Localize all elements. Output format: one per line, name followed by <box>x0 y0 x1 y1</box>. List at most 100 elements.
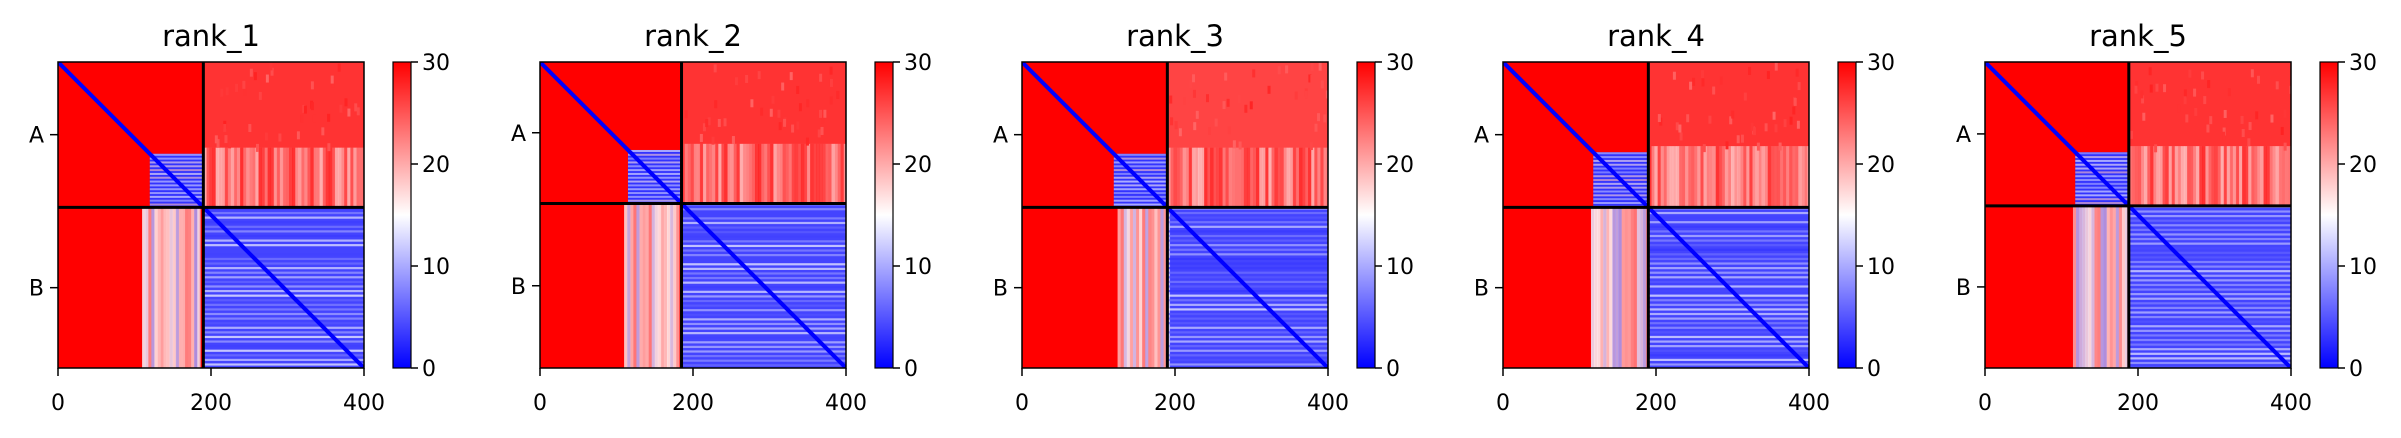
heat-cell <box>2075 194 2129 197</box>
heat-cell <box>206 147 210 208</box>
heat-cell <box>806 143 811 204</box>
panel-title: rank_5 <box>2089 19 2187 53</box>
heat-cell <box>836 90 840 99</box>
heat-cell <box>1648 248 1809 251</box>
heat-cell <box>2223 146 2228 206</box>
heat-cell <box>2128 320 2291 323</box>
heat-cell <box>328 147 333 208</box>
heat-cell <box>727 143 731 204</box>
x-tick-label: 0 <box>1015 391 1029 416</box>
heat-cell <box>666 203 671 368</box>
x-tick-label: 400 <box>343 391 385 416</box>
heat-cell <box>829 96 833 105</box>
heat-cell <box>2226 146 2231 206</box>
heat-cell <box>1750 122 1754 131</box>
heat-cell <box>1301 147 1306 208</box>
heat-cell <box>2263 146 2267 206</box>
heat-cell <box>627 165 682 168</box>
heat-cell <box>203 271 364 274</box>
heat-cell <box>821 115 825 124</box>
heat-cell <box>282 147 287 208</box>
heat-cell <box>1648 326 1809 329</box>
heat-cell <box>1113 172 1168 175</box>
heat-cell <box>2270 114 2274 123</box>
heat-cell <box>1755 146 1759 208</box>
heat-cell <box>1648 312 1809 316</box>
heat-cell <box>149 153 204 156</box>
x-tick-label: 400 <box>825 391 867 416</box>
heat-cell <box>2091 205 2095 368</box>
heat-cell <box>279 147 284 208</box>
diagonal <box>1985 62 2291 368</box>
heat-cell <box>627 195 682 198</box>
heat-cell <box>761 143 765 204</box>
heat-cell <box>2140 90 2144 99</box>
heat-cell <box>2250 69 2254 78</box>
heat-cell <box>681 345 846 349</box>
heat-cell <box>330 75 334 84</box>
heat-cell <box>1238 141 1242 150</box>
heat-cell <box>1648 244 1809 247</box>
heat-cell <box>681 309 846 312</box>
heat-cell <box>1770 146 1775 208</box>
heat-cell <box>1773 146 1778 208</box>
colorbar-tick-label: 30 <box>2349 51 2377 76</box>
colorbar-tick-label: 10 <box>904 255 932 280</box>
heat-cell <box>670 203 674 368</box>
heat-cell <box>212 147 216 208</box>
heat-cell <box>356 107 360 116</box>
heat-cell <box>2097 205 2101 368</box>
heat-cell <box>2149 84 2153 93</box>
heat-cell <box>1648 308 1809 311</box>
panel-title: rank_2 <box>644 19 742 53</box>
heat-cell <box>1621 207 1626 368</box>
heat-cell <box>2135 80 2139 89</box>
heat-cell <box>303 105 307 114</box>
heat-cell <box>203 363 364 366</box>
heat-cell <box>246 147 250 208</box>
heat-cell <box>154 207 158 368</box>
heat-cell <box>1672 146 1677 208</box>
heat-cell <box>724 143 728 204</box>
heat-cell <box>203 267 364 270</box>
heat-cell <box>1774 62 1778 71</box>
heat-cell <box>142 207 146 368</box>
colorbar <box>392 61 412 369</box>
heat-cell <box>803 143 808 204</box>
heat-cell <box>2128 224 2291 227</box>
heat-cell <box>1320 147 1324 208</box>
heat-cell <box>681 299 846 303</box>
heat-cell <box>2214 146 2218 206</box>
heat-cell <box>1715 146 1720 208</box>
heat-cell <box>1654 146 1658 208</box>
heat-cell <box>1648 253 1809 256</box>
heat-cell <box>184 207 189 368</box>
heat-cell <box>203 294 364 297</box>
heat-cell <box>705 119 709 128</box>
heat-cell <box>2174 146 2179 206</box>
heat-cell <box>1167 230 1328 233</box>
x-tick-label: 0 <box>1978 391 1992 416</box>
heat-cell <box>2247 138 2251 147</box>
heat-cell <box>687 143 692 204</box>
heat-cell <box>1283 147 1288 208</box>
x-tick-label: 400 <box>2270 391 2312 416</box>
heat-cell <box>296 131 300 140</box>
heat-cell <box>2128 215 2291 218</box>
heat-cell <box>1678 124 1682 133</box>
heat-cell <box>178 207 183 368</box>
heat-cell <box>1627 207 1632 368</box>
heat-cell <box>673 203 677 368</box>
heat-cell <box>2155 83 2159 92</box>
heat-cell <box>2076 205 2080 368</box>
heat-cell <box>2283 142 2287 151</box>
chain-label: A <box>1956 123 1971 148</box>
heat-cell <box>1712 146 1717 208</box>
heat-cell <box>1675 146 1680 208</box>
heat-cell <box>1786 146 1790 208</box>
heat-cell <box>233 147 238 208</box>
pae-panel-3: rank_3 0 200 400 A B 0 10 20 30 <box>993 19 1414 416</box>
heat-cell <box>1752 127 1756 136</box>
heat-cell <box>684 110 688 119</box>
heat-cell <box>829 78 833 87</box>
